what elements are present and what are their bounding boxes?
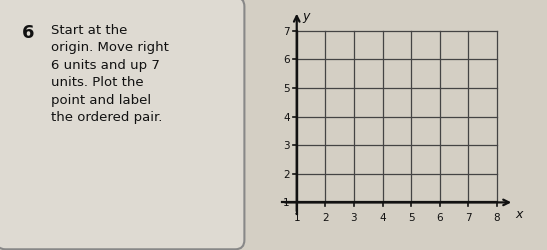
Text: 7: 7 xyxy=(465,212,472,222)
Text: y: y xyxy=(302,10,309,23)
Text: 4: 4 xyxy=(379,212,386,222)
Text: 6: 6 xyxy=(21,24,34,42)
Text: 7: 7 xyxy=(283,27,289,37)
Text: Start at the
origin. Move right
6 units and up 7
units. Plot the
point and label: Start at the origin. Move right 6 units … xyxy=(51,24,169,124)
Text: 2: 2 xyxy=(322,212,329,222)
Text: 6: 6 xyxy=(283,55,289,65)
Text: 6: 6 xyxy=(437,212,443,222)
FancyBboxPatch shape xyxy=(0,0,245,249)
Text: 8: 8 xyxy=(493,212,500,222)
Text: 5: 5 xyxy=(408,212,415,222)
Text: 3: 3 xyxy=(283,141,289,150)
Text: 5: 5 xyxy=(283,84,289,94)
Text: 2: 2 xyxy=(283,169,289,179)
Text: 1: 1 xyxy=(293,212,300,222)
Text: 3: 3 xyxy=(351,212,357,222)
Text: 4: 4 xyxy=(283,112,289,122)
Text: x: x xyxy=(515,207,523,220)
Text: 1: 1 xyxy=(283,198,289,207)
